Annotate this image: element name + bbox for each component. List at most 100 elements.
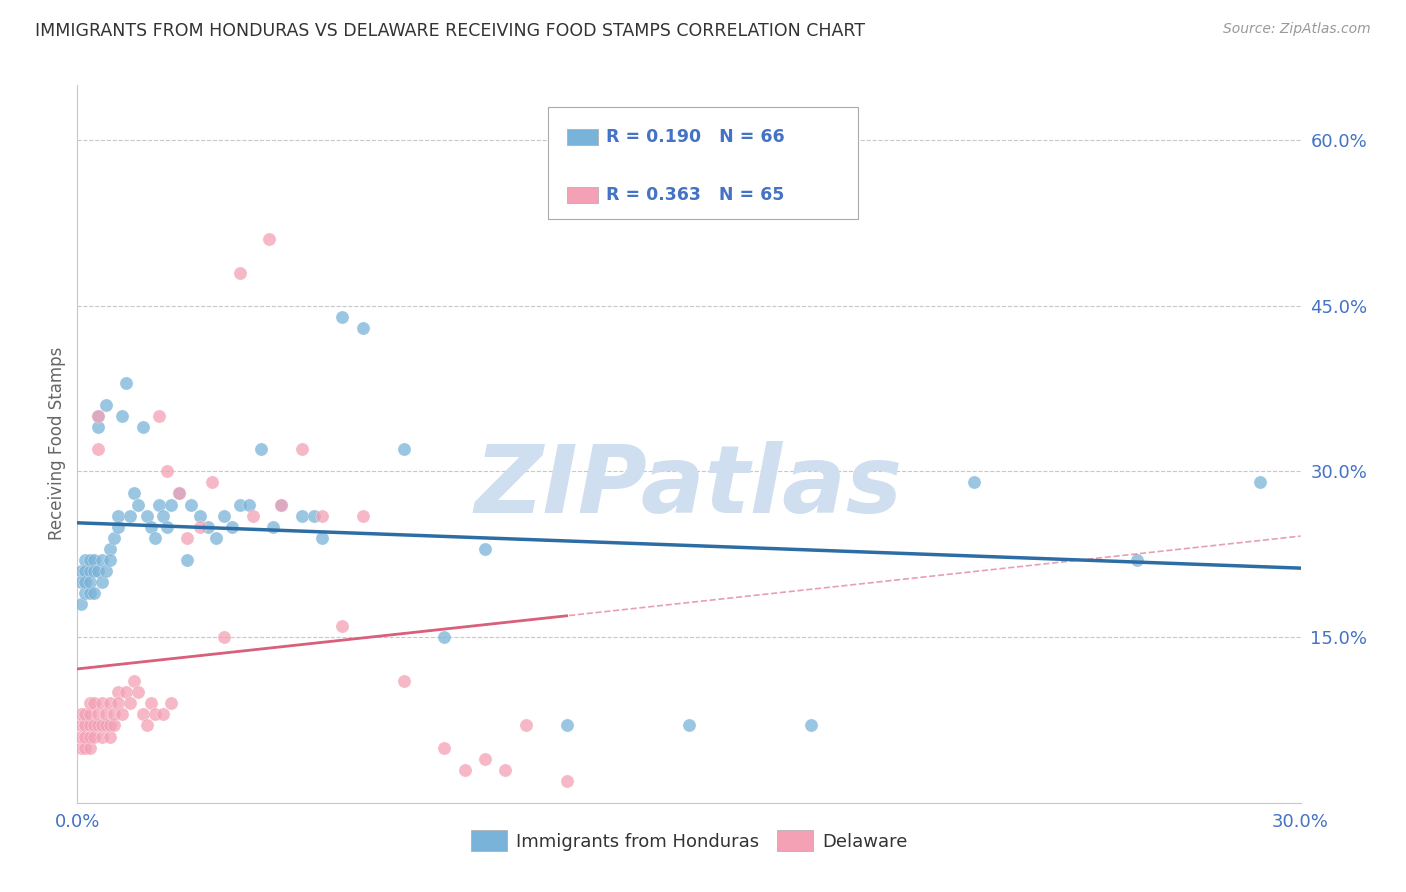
- Point: [131, 420, 153, 434]
- Point: [70, 730, 93, 744]
- Point: [98, 718, 121, 732]
- Point: [169, 486, 191, 500]
- Point: [180, 498, 202, 512]
- Point: [70, 718, 93, 732]
- Point: [495, 763, 517, 777]
- Point: [270, 498, 292, 512]
- Point: [75, 740, 97, 755]
- Point: [221, 519, 243, 533]
- Point: [250, 442, 273, 457]
- Point: [160, 498, 183, 512]
- Point: [352, 320, 374, 334]
- Text: IMMIGRANTS FROM HONDURAS VS DELAWARE RECEIVING FOOD STAMPS CORRELATION CHART: IMMIGRANTS FROM HONDURAS VS DELAWARE REC…: [35, 22, 865, 40]
- Point: [176, 531, 198, 545]
- Point: [115, 685, 138, 699]
- Point: [90, 697, 112, 711]
- Point: [800, 718, 823, 732]
- Point: [120, 697, 142, 711]
- Point: [201, 475, 224, 490]
- Point: [87, 442, 110, 457]
- Point: [83, 697, 105, 711]
- Point: [197, 519, 219, 533]
- Point: [75, 718, 97, 732]
- Point: [87, 420, 110, 434]
- Point: [70, 574, 93, 589]
- Point: [87, 564, 110, 578]
- Point: [139, 697, 162, 711]
- Point: [98, 541, 121, 556]
- Point: [124, 674, 146, 689]
- Point: [79, 707, 101, 722]
- Point: [75, 730, 97, 744]
- Point: [332, 619, 354, 633]
- Point: [94, 718, 117, 732]
- Point: [94, 398, 117, 412]
- Point: [75, 564, 97, 578]
- Point: [1249, 475, 1271, 490]
- Point: [515, 718, 537, 732]
- Point: [152, 707, 174, 722]
- Point: [83, 718, 105, 732]
- Point: [474, 751, 496, 765]
- Legend: Immigrants from Honduras, Delaware: Immigrants from Honduras, Delaware: [464, 823, 914, 858]
- Point: [90, 718, 112, 732]
- Point: [148, 409, 170, 424]
- Point: [127, 498, 149, 512]
- Point: [103, 707, 125, 722]
- Point: [433, 740, 456, 755]
- Point: [332, 310, 354, 324]
- Text: ZIPatlas: ZIPatlas: [475, 441, 903, 533]
- Point: [103, 718, 125, 732]
- Text: R = 0.363   N = 65: R = 0.363 N = 65: [606, 186, 785, 204]
- Point: [111, 707, 134, 722]
- Point: [70, 597, 93, 611]
- Point: [79, 553, 101, 567]
- Point: [152, 508, 174, 523]
- Point: [107, 685, 129, 699]
- Point: [392, 442, 415, 457]
- Point: [135, 508, 157, 523]
- Point: [433, 630, 456, 644]
- Point: [257, 232, 280, 246]
- Point: [120, 508, 142, 523]
- Point: [83, 730, 105, 744]
- Point: [70, 740, 93, 755]
- Point: [205, 531, 228, 545]
- Point: [94, 564, 117, 578]
- Point: [678, 718, 700, 732]
- Text: Source: ZipAtlas.com: Source: ZipAtlas.com: [1223, 22, 1371, 37]
- Point: [75, 707, 97, 722]
- Point: [79, 564, 101, 578]
- Point: [79, 730, 101, 744]
- Text: R = 0.190   N = 66: R = 0.190 N = 66: [606, 128, 785, 146]
- Point: [311, 531, 333, 545]
- Point: [169, 486, 191, 500]
- Y-axis label: Receiving Food Stamps: Receiving Food Stamps: [48, 347, 66, 541]
- Point: [70, 707, 93, 722]
- Point: [124, 486, 146, 500]
- Point: [107, 508, 129, 523]
- Point: [135, 718, 157, 732]
- Point: [90, 553, 112, 567]
- Point: [127, 685, 149, 699]
- Point: [156, 464, 179, 478]
- Point: [156, 519, 179, 533]
- Point: [98, 730, 121, 744]
- Point: [83, 564, 105, 578]
- Point: [103, 531, 125, 545]
- Point: [176, 553, 198, 567]
- Point: [229, 266, 252, 280]
- Point: [143, 531, 166, 545]
- Point: [148, 498, 170, 512]
- Point: [115, 376, 138, 390]
- Point: [111, 409, 134, 424]
- Point: [79, 718, 101, 732]
- Point: [75, 586, 97, 600]
- Point: [79, 697, 101, 711]
- Point: [290, 442, 312, 457]
- Point: [160, 697, 183, 711]
- Point: [90, 730, 112, 744]
- Point: [98, 697, 121, 711]
- Point: [87, 409, 110, 424]
- Point: [70, 564, 93, 578]
